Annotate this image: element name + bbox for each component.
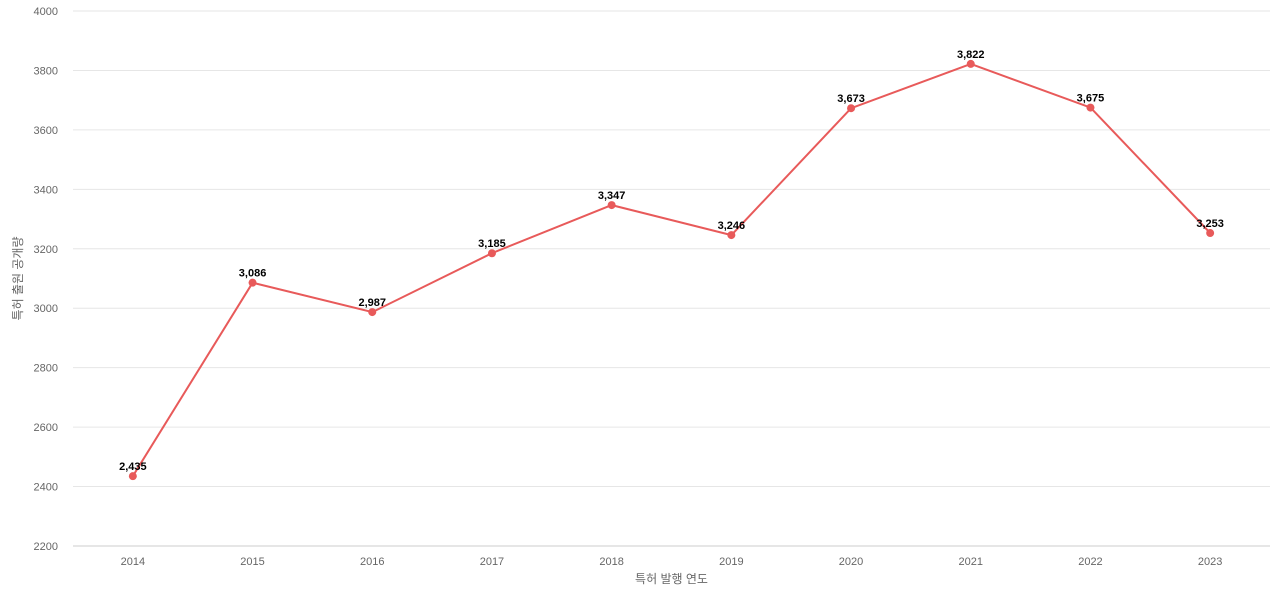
y-tick-label: 3200 <box>34 244 58 256</box>
x-axis-ticks: 2014 2015 2016 2017 2018 2019 2020 2021 2022 2023 <box>121 556 1223 568</box>
y-tick-label: 2200 <box>34 541 58 553</box>
x-tick-label: 2020 <box>839 556 863 568</box>
x-tick-label: 2019 <box>719 556 743 568</box>
y-tick-label: 3000 <box>34 303 58 315</box>
data-point[interactable] <box>487 249 496 258</box>
data-point[interactable] <box>727 231 736 240</box>
x-tick-label: 2016 <box>360 556 384 568</box>
grid-lines <box>73 10 1270 547</box>
data-point[interactable] <box>966 59 975 68</box>
data-point[interactable] <box>1086 103 1095 112</box>
data-point[interactable] <box>248 278 257 287</box>
y-tick-label: 3800 <box>34 65 58 77</box>
data-label: 3,246 <box>718 220 746 232</box>
y-tick-label: 3600 <box>34 125 58 137</box>
x-tick-label: 2014 <box>121 556 145 568</box>
data-label: 3,675 <box>1077 93 1105 105</box>
data-point[interactable] <box>368 308 377 317</box>
data-label: 3,673 <box>837 93 865 105</box>
data-labels: 2,435 3,086 2,987 3,185 3,347 3,246 3,673 3,822… <box>119 49 1224 473</box>
data-label: 3,253 <box>1196 218 1224 230</box>
y-tick-label: 2800 <box>34 363 58 375</box>
data-label: 3,347 <box>598 190 626 202</box>
data-point[interactable] <box>1206 229 1215 238</box>
x-tick-label: 2022 <box>1078 556 1102 568</box>
x-tick-label: 2018 <box>599 556 623 568</box>
data-label: 2,987 <box>358 297 386 309</box>
y-tick-label: 2400 <box>34 482 58 494</box>
data-label: 3,185 <box>478 238 506 250</box>
data-point[interactable] <box>607 201 616 210</box>
y-axis-ticks: 2200 2400 2600 2800 3000 3200 3400 3600 3800 4000 <box>34 6 58 553</box>
data-point[interactable] <box>847 104 856 113</box>
x-tick-label: 2021 <box>959 556 983 568</box>
data-label: 3,822 <box>957 49 985 61</box>
x-axis-title: 특허 발행 연도 <box>635 571 708 586</box>
data-label: 3,086 <box>239 268 267 280</box>
y-axis-title: 특허 출원 공개량 <box>11 237 25 321</box>
y-tick-label: 3400 <box>34 184 58 196</box>
series <box>128 59 1215 481</box>
y-tick-label: 2600 <box>34 422 58 434</box>
data-label: 2,435 <box>119 461 147 473</box>
x-tick-label: 2015 <box>240 556 264 568</box>
y-tick-label: 4000 <box>34 6 58 18</box>
series-line <box>131 62 1211 477</box>
x-tick-label: 2023 <box>1198 556 1222 568</box>
x-tick-label: 2017 <box>480 556 504 568</box>
data-point[interactable] <box>128 472 137 481</box>
